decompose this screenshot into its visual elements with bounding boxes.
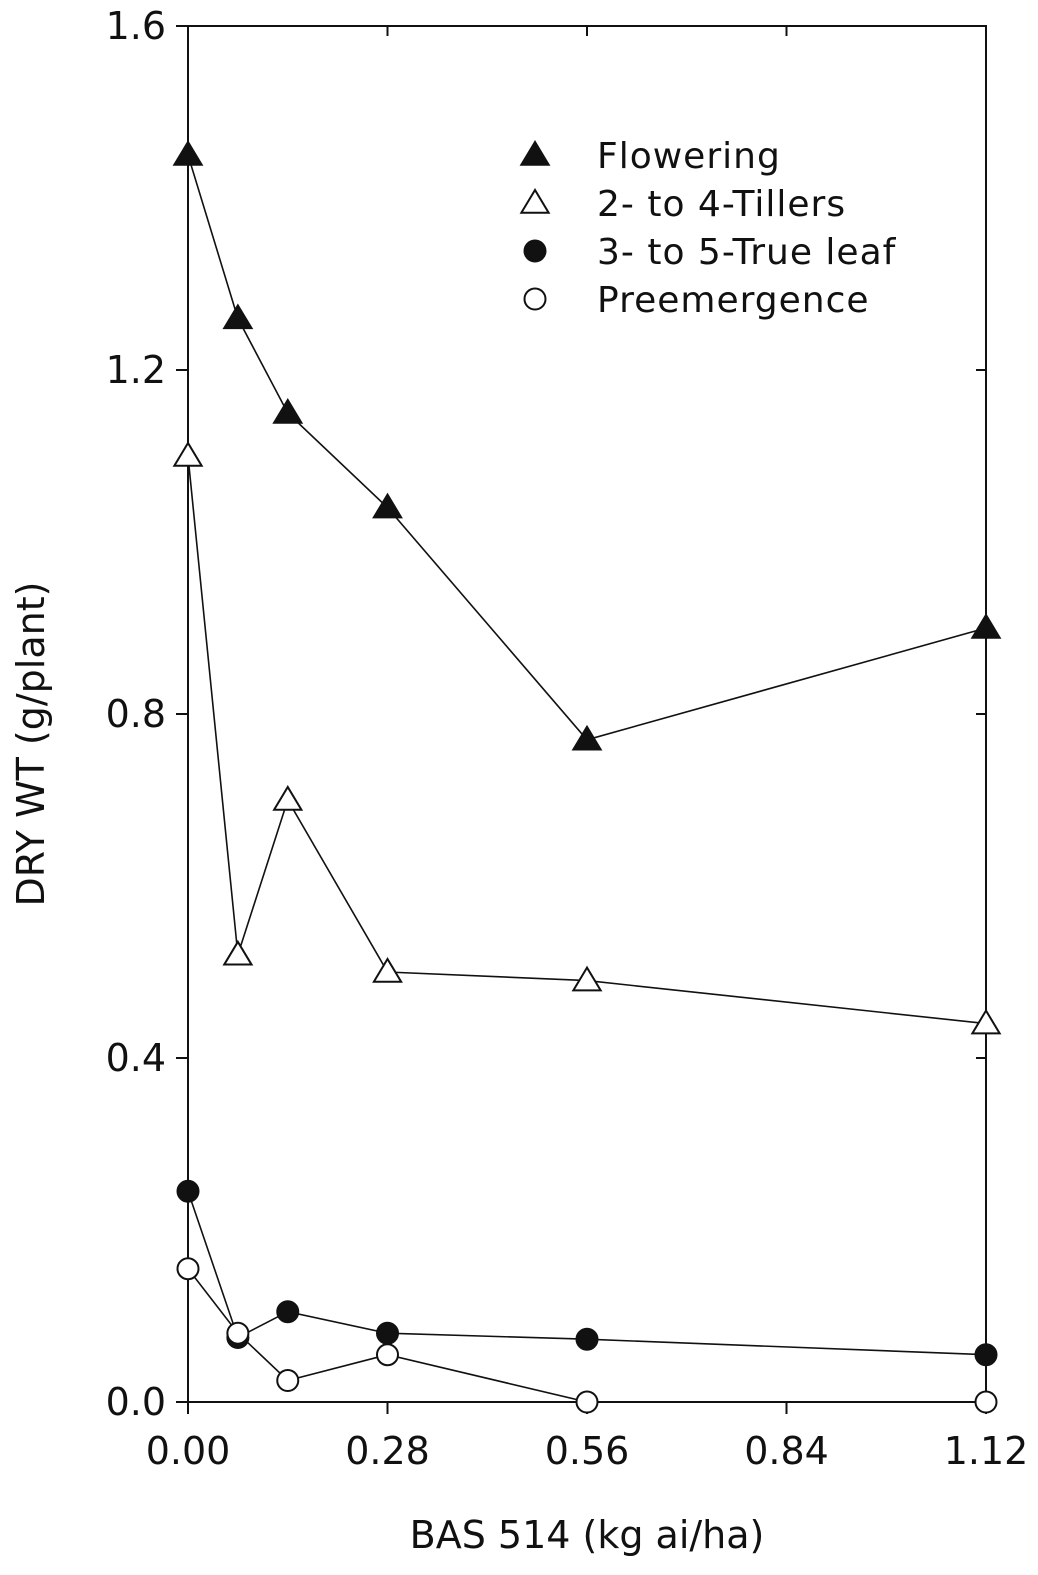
legend-label: 3- to 5-True leaf <box>597 232 897 273</box>
data-point <box>176 1179 200 1203</box>
data-point <box>974 1343 998 1367</box>
data-point <box>222 303 254 330</box>
y-tick-label: 1.6 <box>106 4 166 48</box>
x-tick-label: 0.56 <box>545 1429 630 1473</box>
series-line <box>187 1268 986 1403</box>
y-axis-title: DRY WT (g/plant) <box>9 582 53 907</box>
data-point <box>176 1257 200 1281</box>
legend-label: Flowering <box>597 136 781 177</box>
x-tick-label: 0.84 <box>744 1429 829 1473</box>
ticks: 0.00 0.28 0.56 0.84 1.12 0.0 0.4 0.8 1.2 1.6 <box>106 4 1029 1473</box>
series-1 <box>172 441 1002 1035</box>
data-point <box>222 939 254 966</box>
data-point <box>372 957 403 983</box>
series-line <box>187 154 987 741</box>
data-point <box>172 140 204 166</box>
data-point <box>376 1343 399 1367</box>
legend-marker <box>523 239 547 263</box>
data-point <box>974 1390 998 1414</box>
data-point <box>272 398 304 424</box>
legend-label: Preemergence <box>597 280 870 321</box>
data-point <box>172 441 204 467</box>
series-line <box>187 1191 987 1356</box>
data-point <box>970 613 1002 639</box>
data-point <box>276 1300 300 1324</box>
series-layer <box>172 140 1002 1414</box>
data-point <box>571 724 603 751</box>
legend-marker <box>519 140 551 166</box>
data-point <box>970 1008 1002 1035</box>
legend: Flowering 2- to 4-Tillers 3- to 5-True lea… <box>519 136 897 321</box>
y-tick-label: 0.0 <box>106 1380 166 1424</box>
series-0 <box>172 140 1002 751</box>
y-tick-label: 0.8 <box>106 692 166 736</box>
series-2 <box>176 1179 998 1367</box>
data-point <box>272 785 304 811</box>
data-point <box>571 965 603 992</box>
legend-label: 2- to 4-Tillers <box>597 184 846 225</box>
y-tick-label: 0.4 <box>106 1036 166 1080</box>
data-point <box>226 1321 250 1345</box>
x-axis-title: BAS 514 (kg ai/ha) <box>410 1513 765 1557</box>
y-tick-label: 1.2 <box>106 348 166 392</box>
data-point <box>276 1369 300 1392</box>
series-line <box>187 455 987 1025</box>
x-tick-label: 0.00 <box>146 1429 231 1473</box>
legend-marker <box>519 188 551 214</box>
x-tick-label: 0.28 <box>345 1429 430 1473</box>
x-tick-label: 1.12 <box>944 1429 1029 1473</box>
series-3 <box>176 1257 998 1414</box>
legend-marker <box>523 287 547 311</box>
data-point <box>372 492 403 519</box>
data-point <box>575 1390 599 1414</box>
data-point <box>575 1327 599 1351</box>
data-point <box>376 1321 399 1345</box>
